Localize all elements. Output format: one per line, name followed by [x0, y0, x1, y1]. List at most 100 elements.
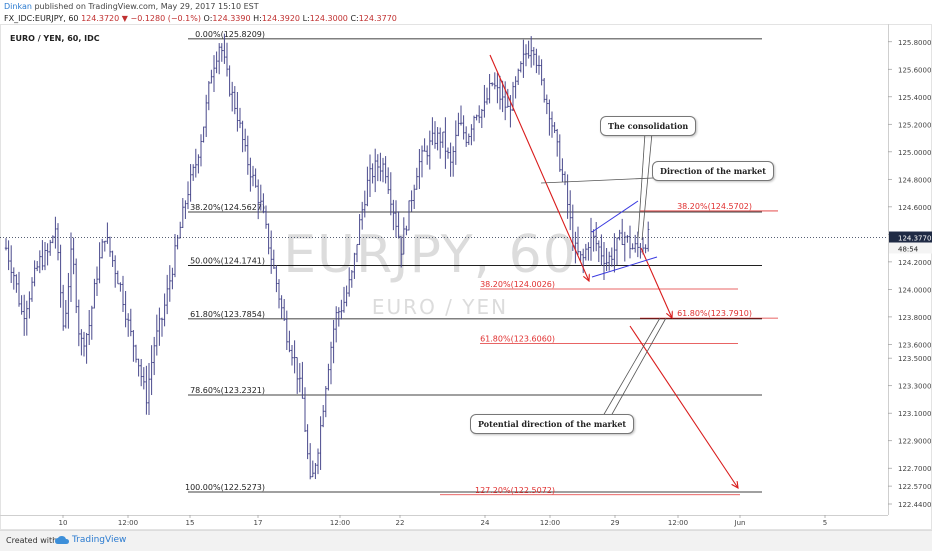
- ohlc-bar: [457, 112, 460, 137]
- ohlc-bar: [215, 51, 218, 74]
- consolidation-pointer-b: [641, 132, 653, 241]
- ohlc-bar: [158, 307, 161, 346]
- ohlc-bar: [426, 145, 429, 165]
- downtrend-arrow: [489, 54, 589, 281]
- price-tick-label: 125.4000: [898, 94, 931, 102]
- ohlc-bar: [423, 138, 426, 152]
- ohlc-bar: [106, 222, 109, 244]
- ohlc-o-label: O:: [203, 14, 213, 23]
- ohlc-bar: [397, 211, 400, 239]
- ohlc-bar: [592, 229, 595, 252]
- ohlc-bar: [62, 284, 65, 331]
- ohlc-bar: [550, 111, 554, 138]
- ohlc-bar: [548, 99, 551, 136]
- price-tick-label: 124.6000: [898, 204, 931, 212]
- ohlc-bar: [407, 200, 411, 231]
- ohlc-bar: [296, 357, 299, 394]
- ohlc-bar: [576, 226, 580, 256]
- ohlc-bar: [275, 265, 278, 293]
- author-link[interactable]: Dinkan: [4, 2, 32, 11]
- ohlc-bar: [491, 82, 494, 87]
- fib-level-label: 61.80%(123.7854): [190, 310, 265, 319]
- ohlc-bar: [189, 164, 192, 202]
- fib-extension-label: 61.80%(123.7910): [677, 309, 752, 318]
- ohlc-bar: [584, 243, 587, 261]
- ohlc-bar: [446, 147, 450, 159]
- ohlc-bar: [272, 249, 275, 269]
- ohlc-bar: [231, 81, 234, 112]
- ohlc-bar: [166, 274, 169, 315]
- ohlc-bar: [522, 39, 525, 78]
- ohlc-bar: [15, 274, 18, 293]
- ohlc-bar: [249, 157, 252, 192]
- ohlc-bar: [488, 74, 491, 104]
- ohlc-bar: [626, 234, 629, 243]
- fib-level-label: 0.00%(125.8209): [195, 30, 265, 39]
- ohlc-bar: [171, 267, 174, 290]
- ohlc-bar: [470, 124, 473, 146]
- ohlc-close: 124.3770: [358, 14, 397, 23]
- ohlc-bar: [569, 190, 572, 231]
- ohlc-bar: [363, 190, 366, 218]
- ohlc-bar: [444, 117, 447, 169]
- ohlc-bar: [236, 91, 239, 132]
- ohlc-bar: [553, 122, 556, 134]
- ohlc-bar: [137, 358, 140, 377]
- ohlc-bar: [545, 94, 548, 115]
- ohlc-bar: [314, 463, 317, 480]
- price-tick-label: 123.5000: [898, 355, 931, 363]
- annotation-direction[interactable]: Direction of the market: [652, 161, 774, 181]
- ohlc-bar: [116, 270, 119, 285]
- ohlc-bar: [132, 330, 135, 362]
- ohlc-bar: [428, 130, 431, 170]
- price-tick-label: 123.1000: [898, 410, 931, 418]
- ohlc-bar: [10, 245, 13, 283]
- ohlc-bar: [514, 76, 517, 99]
- ohlc-bar: [259, 184, 262, 211]
- ohlc-bar: [311, 460, 314, 478]
- ohlc-bar: [218, 43, 221, 75]
- ohlc-bar: [38, 250, 41, 274]
- ohlc-bar: [387, 167, 390, 194]
- ohlc-bar: [613, 233, 616, 273]
- time-tick-label: 12:00: [118, 519, 138, 527]
- ohlc-bar: [433, 121, 437, 149]
- ohlc-bar: [532, 47, 535, 66]
- ohlc-bar: [254, 168, 257, 188]
- ohlc-bar: [441, 131, 444, 148]
- ohlc-bar: [368, 154, 372, 198]
- annotation-consolidation[interactable]: The consolidation: [600, 116, 697, 136]
- annotation-potential[interactable]: Potential direction of the market: [470, 414, 635, 434]
- ohlc-bar: [605, 248, 608, 271]
- ohlc-bar: [43, 242, 47, 271]
- ohlc-bar: [212, 55, 216, 92]
- ohlc-bar: [324, 386, 327, 418]
- ohlc-bar: [402, 217, 405, 255]
- ohlc-bar: [475, 114, 478, 121]
- ohlc-bar: [439, 127, 442, 159]
- ohlc-bar: [600, 234, 603, 266]
- ohlc-bar: [506, 88, 509, 108]
- chart-title: EURO / YEN, 60, IDC: [10, 34, 100, 43]
- price-tick-label: 122.9000: [898, 438, 931, 446]
- ohlc-bar: [223, 33, 226, 64]
- ohlc-bar: [220, 43, 223, 62]
- current-price-tag: [889, 231, 932, 243]
- ohlc-bar: [82, 331, 86, 357]
- fib-level-label: 38.20%(124.5627): [190, 203, 265, 212]
- ohlc-bar: [371, 163, 374, 184]
- tradingview-brand: TradingView: [72, 535, 127, 545]
- ohlc-bar: [155, 314, 158, 356]
- time-tick-label: 10: [59, 519, 68, 527]
- ohlc-bar: [134, 344, 138, 363]
- ohlc-bar: [319, 416, 322, 470]
- price-tick-label: 124.0000: [898, 286, 931, 294]
- price-tick-label: 123.8000: [898, 314, 931, 322]
- ohlc-bar: [7, 240, 10, 271]
- ohlc-bar: [639, 242, 642, 259]
- ohlc-bar: [251, 165, 255, 187]
- ohlc-bar: [342, 286, 346, 313]
- down-arrow-icon: ▼: [121, 14, 128, 23]
- ohlc-bar: [176, 234, 179, 250]
